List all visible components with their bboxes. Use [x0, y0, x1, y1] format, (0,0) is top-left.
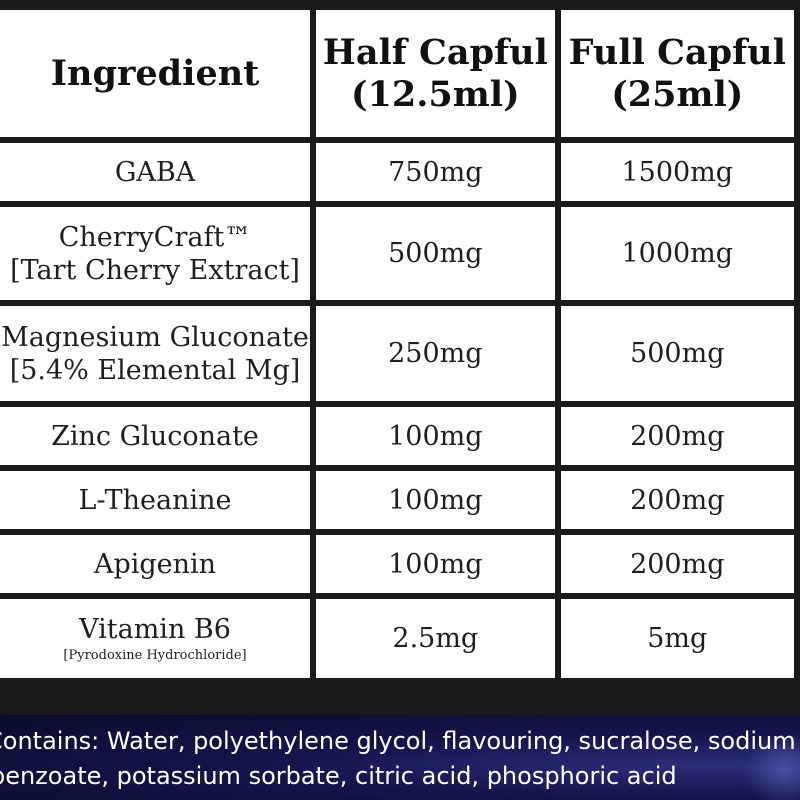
- header-full-capful-label: Full Capful: [568, 31, 786, 73]
- half-capful-cell: 2.5mg: [316, 599, 555, 678]
- contains-footer: Contains: Water, polyethylene glycol, fl…: [0, 715, 800, 800]
- full-capful-cell: 200mg: [560, 471, 794, 529]
- table-row: Vitamin B6 [Pyrodoxine Hydrochloride] 2.…: [0, 599, 794, 678]
- ingredient-name: Magnesium Gluconate: [1, 321, 309, 353]
- table-frame: Ingredient Half Capful (12.5ml) Full Cap…: [0, 0, 800, 715]
- ingredient-table: Ingredient Half Capful (12.5ml) Full Cap…: [0, 4, 800, 684]
- header-full-capful-volume: (25ml): [611, 73, 744, 115]
- table-row: Zinc Gluconate 100mg 200mg: [0, 407, 794, 465]
- ingredient-cell: Vitamin B6 [Pyrodoxine Hydrochloride]: [0, 599, 311, 678]
- ingredient-name: Apigenin: [93, 548, 217, 580]
- ingredient-subtitle: [5.4% Elemental Mg]: [9, 354, 301, 386]
- header-half-capful: Half Capful (12.5ml): [316, 10, 555, 137]
- header-full-capful: Full Capful (25ml): [560, 10, 794, 137]
- header-half-capful-volume: (12.5ml): [350, 73, 520, 115]
- table-row: Apigenin 100mg 200mg: [0, 535, 794, 593]
- half-capful-cell: 250mg: [316, 306, 555, 401]
- ingredient-cell: Magnesium Gluconate [5.4% Elemental Mg]: [0, 306, 311, 401]
- full-capful-cell: 200mg: [560, 535, 794, 593]
- contains-text-line-1: Contains: Water, polyethylene glycol, fl…: [0, 727, 796, 755]
- half-capful-cell: 100mg: [316, 407, 555, 465]
- full-capful-cell: 1500mg: [560, 143, 794, 201]
- ingredient-name: Zinc Gluconate: [51, 420, 259, 452]
- half-capful-cell: 100mg: [316, 535, 555, 593]
- half-capful-cell: 100mg: [316, 471, 555, 529]
- half-capful-cell: 500mg: [316, 207, 555, 300]
- ingredient-subtitle: [Pyrodoxine Hydrochloride]: [63, 648, 247, 663]
- table-row: L-Theanine 100mg 200mg: [0, 471, 794, 529]
- ingredient-cell: CherryCraft™ [Tart Cherry Extract]: [0, 207, 311, 300]
- half-capful-cell: 750mg: [316, 143, 555, 201]
- ingredient-name: Vitamin B6: [79, 614, 231, 645]
- full-capful-cell: 500mg: [560, 306, 794, 401]
- ingredient-cell: L-Theanine: [0, 471, 311, 529]
- full-capful-cell: 5mg: [560, 599, 794, 678]
- ingredient-name: L-Theanine: [78, 484, 232, 516]
- full-capful-cell: 200mg: [560, 407, 794, 465]
- ingredient-subtitle: [Tart Cherry Extract]: [10, 254, 300, 286]
- table-row: CherryCraft™ [Tart Cherry Extract] 500mg…: [0, 207, 794, 300]
- table-header-row: Ingredient Half Capful (12.5ml) Full Cap…: [0, 10, 794, 137]
- full-capful-cell: 1000mg: [560, 207, 794, 300]
- ingredient-cell: GABA: [0, 143, 311, 201]
- contains-text-line-2: benzoate, potassium sorbate, citric acid…: [0, 762, 677, 790]
- header-ingredient-label: Ingredient: [50, 52, 260, 94]
- table-row: Magnesium Gluconate [5.4% Elemental Mg] …: [0, 306, 794, 401]
- ingredient-cell: Zinc Gluconate: [0, 407, 311, 465]
- header-ingredient: Ingredient: [0, 10, 311, 137]
- table-row: GABA 750mg 1500mg: [0, 143, 794, 201]
- header-half-capful-label: Half Capful: [322, 31, 548, 73]
- ingredient-name: CherryCraft™: [58, 221, 252, 253]
- ingredient-cell: Apigenin: [0, 535, 311, 593]
- ingredient-name: GABA: [114, 156, 196, 188]
